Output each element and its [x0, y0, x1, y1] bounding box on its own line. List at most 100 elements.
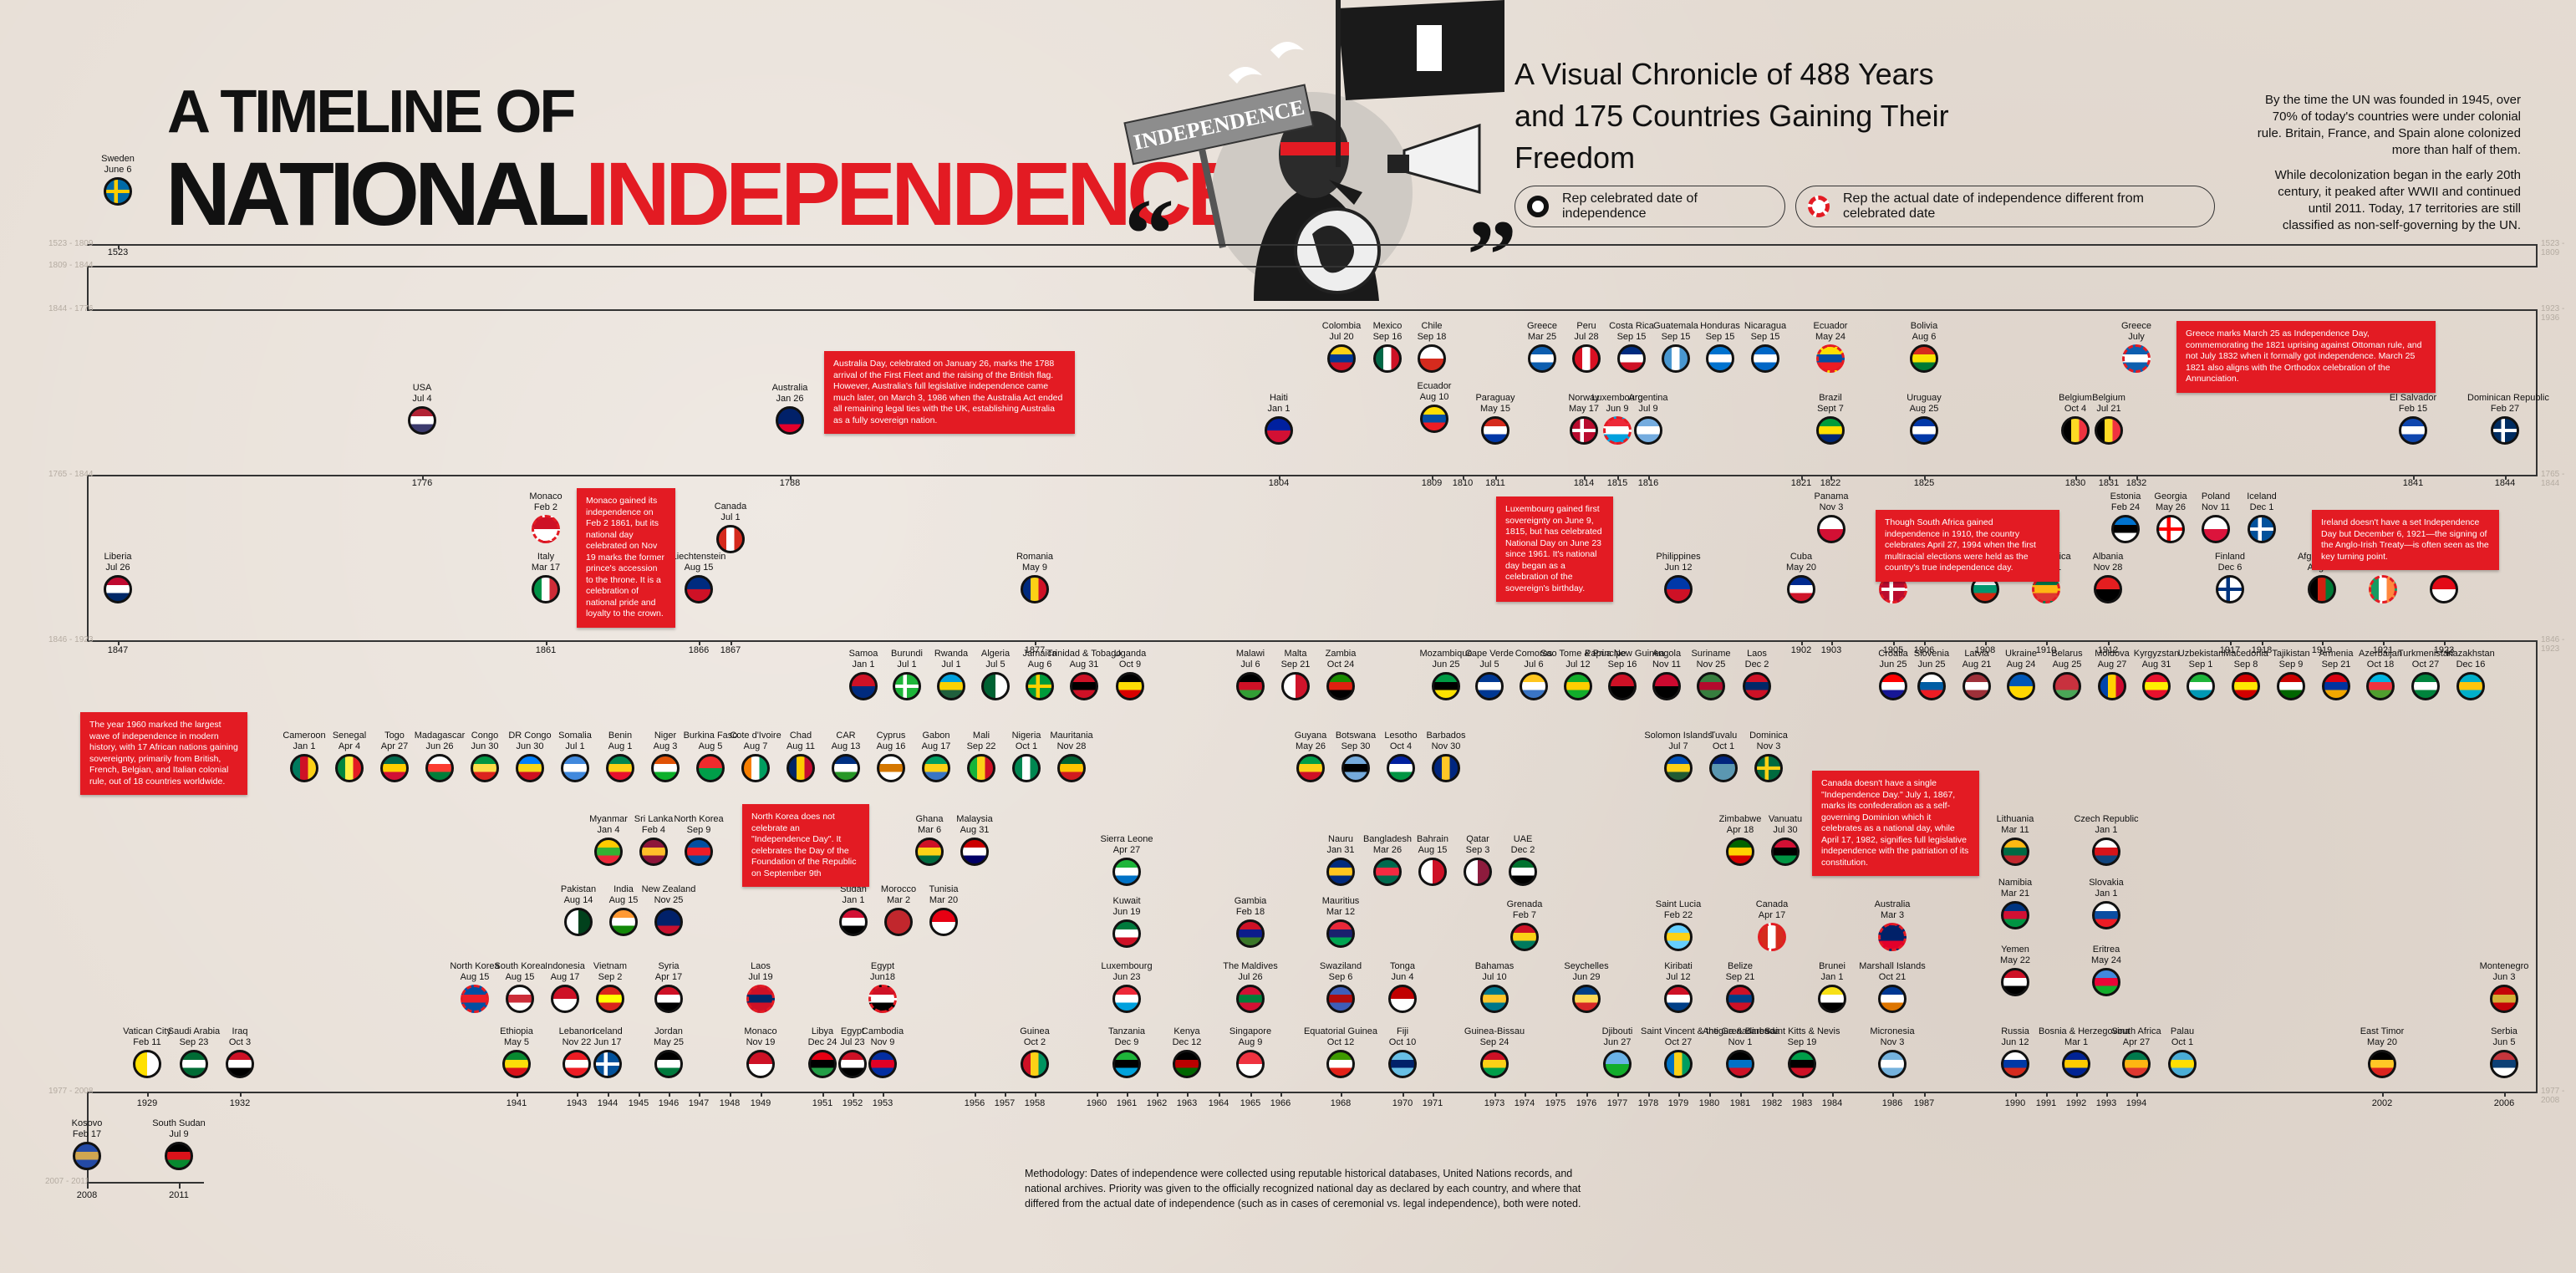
year-label: 1929: [136, 1098, 158, 1108]
country-name: Chad: [789, 731, 812, 741]
country-event: Kuwait Jun 19: [1089, 896, 1164, 948]
year-tick: [1801, 640, 1803, 645]
country-event: Vietnam Sep 2: [573, 961, 648, 1013]
independence-date: Sep 16: [1372, 332, 1403, 342]
independence-date: Aug 3: [653, 741, 678, 751]
country-name: South Korea: [494, 961, 546, 971]
independence-date: Oct 3: [228, 1037, 252, 1047]
year-tick: [1893, 640, 1895, 645]
year-tick: [1432, 475, 1433, 480]
independence-date: Mar 26: [1372, 845, 1403, 855]
country-event: New Zealand Nov 25: [631, 884, 706, 936]
year-tick: [1772, 1092, 1774, 1097]
country-flag-icon: [2156, 515, 2185, 543]
country-name: Trinidad & Tobago: [1046, 649, 1122, 659]
country-name: Namibia: [1998, 878, 2033, 888]
year-tick: [1801, 475, 1803, 480]
country-flag-icon: [1480, 1050, 1509, 1078]
country-event: Jamaica Aug 6: [1002, 649, 1077, 700]
independence-date: Aug 25: [1909, 404, 1939, 414]
independence-date: Jun18: [870, 972, 895, 982]
country-flag-icon: [1603, 416, 1632, 445]
year-tick: [699, 1092, 700, 1097]
year-tick: [2262, 640, 2263, 645]
country-event: Cote d'Ivoire Aug 7: [718, 731, 793, 782]
year-tick: [1586, 1092, 1588, 1097]
country-event: Iceland Jun 17: [570, 1026, 645, 1078]
era-label: 1809 - 1844: [48, 261, 94, 270]
country-event: Cuba May 20: [1764, 552, 1839, 603]
country-name: Bosnia & Herzegovina: [2039, 1026, 2130, 1036]
country-event: UAE Dec 2: [1485, 834, 1560, 886]
country-flag-icon: [1236, 1050, 1265, 1078]
country-name: Tanzania: [1107, 1026, 1146, 1036]
country-name: Burundi: [891, 649, 923, 659]
country-name: Mozambique: [1419, 649, 1473, 659]
timeline-rail-5: [87, 640, 2538, 642]
country-name: Mexico: [1372, 321, 1403, 331]
country-name: Poland: [2201, 491, 2231, 502]
independence-date: Dec 6: [2217, 563, 2243, 573]
note-north-korea: North Korea does not celebrate an "Indep…: [742, 804, 869, 887]
country-event: Brazil Sept 7: [1793, 393, 1868, 445]
country-event: North Korea Aug 15: [437, 961, 512, 1013]
country-flag-icon: [2232, 672, 2260, 700]
country-flag-icon: [915, 838, 944, 866]
year-tick: [1924, 1092, 1926, 1097]
year-label: 1811: [1485, 478, 1505, 488]
year-label: 1918: [2251, 645, 2273, 655]
country-event: Brunei Jan 1: [1795, 961, 1870, 1013]
country-event: Ecuador Aug 10: [1397, 381, 1472, 433]
country-name: Nicaragua: [1744, 321, 1787, 331]
country-name: Philippines: [1656, 552, 1701, 562]
year-label: 1831: [2098, 478, 2120, 488]
country-flag-icon: [746, 985, 775, 1013]
independence-date: Sep 21: [2321, 659, 2351, 670]
country-event: Libya Dec 24: [785, 1026, 860, 1078]
country-event: Lithuania Mar 11: [1978, 814, 2053, 866]
country-name: Libya: [811, 1026, 834, 1036]
independence-date: Oct 1: [1712, 741, 1735, 751]
independence-date: Jul 1: [720, 512, 741, 522]
country-name: Kazakhstan: [2446, 649, 2495, 659]
country-event: Myanmar Jan 4: [571, 814, 646, 866]
year-tick: [1005, 1092, 1006, 1097]
country-name: Albania: [2092, 552, 2124, 562]
independence-date: Oct 27: [1664, 1037, 1693, 1047]
country-event: Syria Apr 17: [631, 961, 706, 1013]
note-africa-1960: The year 1960 marked the largest wave of…: [80, 712, 247, 795]
year-label: 1977: [1606, 1098, 1628, 1108]
legend-black-circle-icon: [1527, 196, 1549, 217]
independence-date: Aug 15: [608, 895, 639, 905]
year-tick: [118, 640, 120, 645]
independence-date: Nov 28: [2093, 563, 2123, 573]
country-event: Macedonia Sep 8: [2208, 649, 2283, 700]
country-flag-icon: [832, 754, 860, 782]
country-name: Luxembourg: [1591, 393, 1643, 403]
country-event: Burundi Jul 1: [869, 649, 944, 700]
country-flag-icon: [2491, 416, 2519, 445]
country-flag-icon: [1373, 344, 1402, 373]
independence-date: Mar 20: [929, 895, 959, 905]
independence-date: Mar 6: [917, 825, 942, 835]
country-name: UAE: [1513, 834, 1533, 844]
intro-blurb: By the time the UN was founded in 1945, …: [2257, 92, 2521, 242]
country-flag-icon: [2399, 416, 2427, 445]
country-event: Jordan May 25: [631, 1026, 706, 1078]
country-name: Mauritania: [1050, 731, 1093, 741]
country-event: Grenada Feb 7: [1487, 899, 1562, 951]
country-event: El Salvador Feb 15: [2375, 393, 2451, 445]
country-event: Mauritania Nov 28: [1034, 731, 1109, 782]
country-event: Uzbekistan Sep 1: [2163, 649, 2238, 700]
country-name: Kiribati: [1664, 961, 1693, 971]
independence-date: Oct 1: [1015, 741, 1038, 751]
year-label: 1809: [1421, 478, 1443, 488]
independence-date: Sep 15: [1750, 332, 1780, 342]
country-flag-icon: [877, 754, 905, 782]
independence-date: Sep 3: [1465, 845, 1490, 855]
year-tick: [87, 1182, 89, 1189]
methodology: Methodology: Dates of independence were …: [1025, 1168, 1581, 1209]
year-label: 1981: [1729, 1098, 1751, 1108]
year-label: 1961: [1116, 1098, 1138, 1108]
country-flag-icon: [1388, 985, 1417, 1013]
